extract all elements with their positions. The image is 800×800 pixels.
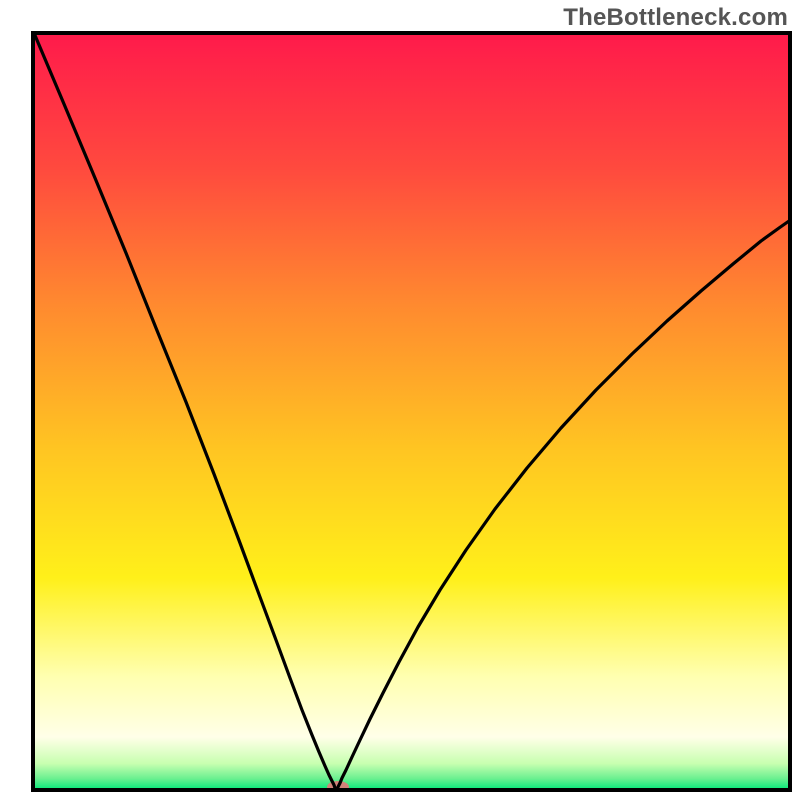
bottleneck-chart (0, 0, 800, 800)
watermark-text: TheBottleneck.com (563, 4, 788, 32)
plot-background (33, 33, 790, 790)
